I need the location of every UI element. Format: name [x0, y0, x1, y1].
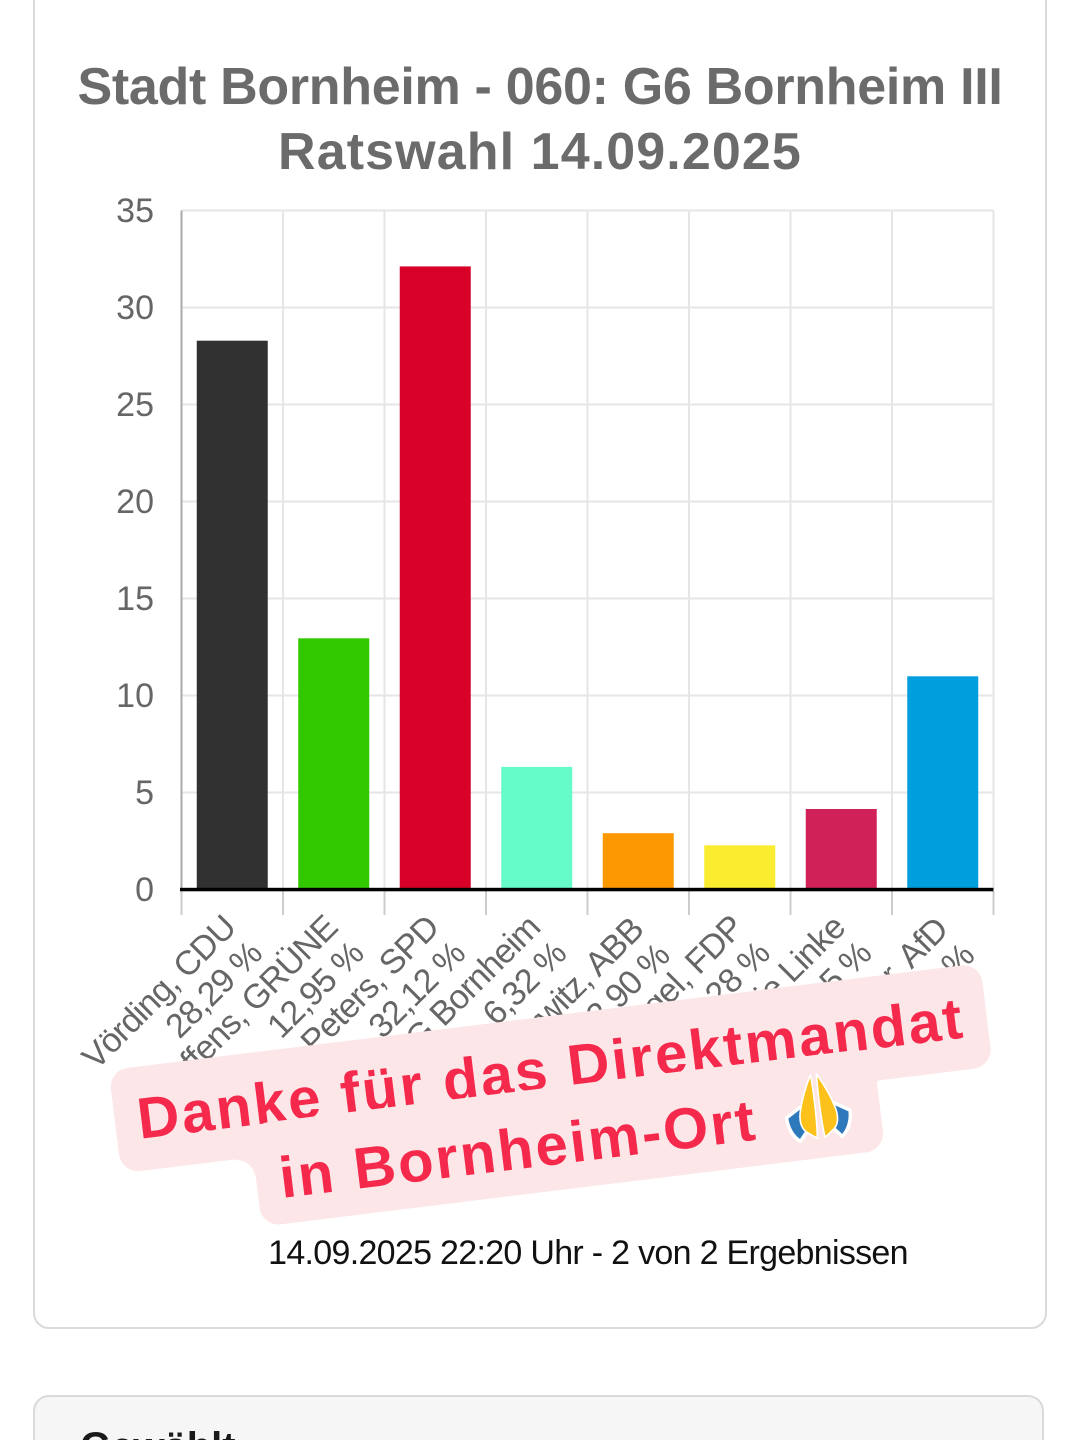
svg-text:35: 35 — [116, 192, 154, 230]
svg-text:30: 30 — [116, 289, 154, 327]
svg-text:15: 15 — [116, 580, 154, 618]
svg-text:5: 5 — [135, 774, 154, 812]
svg-text:20: 20 — [116, 483, 154, 521]
svg-text:10: 10 — [116, 677, 154, 715]
svg-text:25: 25 — [116, 386, 154, 424]
svg-text:0: 0 — [135, 871, 154, 909]
